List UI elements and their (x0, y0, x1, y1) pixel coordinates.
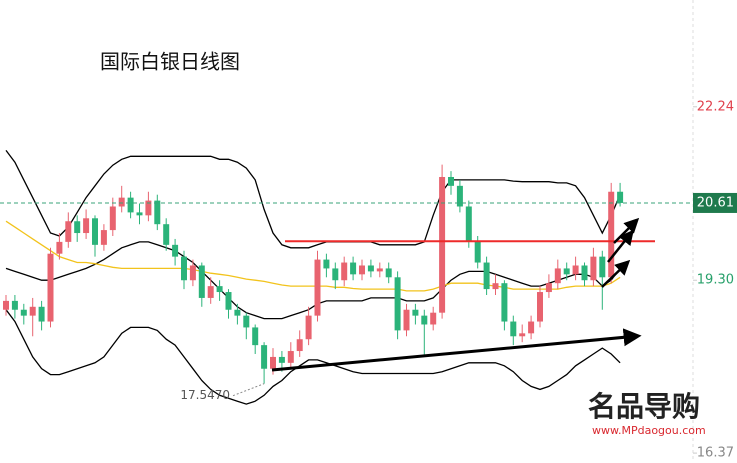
candle-body (287, 351, 294, 363)
candle-body (278, 356, 285, 363)
candle-body (572, 265, 579, 275)
candle-body (465, 206, 472, 242)
candle-body (350, 262, 357, 275)
candle-body (92, 218, 98, 245)
candle-body (537, 292, 543, 322)
candle-body (136, 212, 143, 216)
candle-body (207, 286, 214, 298)
candle-body (430, 312, 437, 325)
last-price-box (693, 192, 737, 213)
last-price-label: 20.61 (697, 195, 734, 210)
candle-body (394, 277, 401, 331)
candle-body (376, 268, 383, 272)
up-arrow (607, 229, 634, 263)
overlay-line (5, 150, 621, 249)
up-arrow (613, 217, 640, 244)
candle-body (545, 283, 552, 293)
candle-body (323, 259, 330, 269)
candle-body (11, 300, 18, 310)
candle-body (38, 306, 45, 322)
candle-body (296, 339, 303, 352)
candle-body (483, 262, 490, 290)
candle-body (20, 309, 27, 316)
candle-body (216, 286, 223, 293)
candle-body (608, 191, 615, 278)
low-annotation: 17.5470 (180, 388, 230, 402)
candle-body (385, 268, 392, 278)
candle-body (198, 265, 205, 298)
candle-body (56, 241, 63, 254)
candle-body (510, 321, 517, 337)
candle-body (243, 315, 250, 328)
watermark-url: www.MPdaogou.com (592, 424, 706, 437)
candle-body (563, 268, 570, 275)
candle-body (492, 283, 499, 290)
candle-body (314, 259, 321, 316)
overlay-line (5, 241, 621, 320)
y-tick-label: 16.37 (697, 446, 734, 459)
candle-body (332, 268, 339, 281)
candle-body (261, 345, 268, 369)
candle-body (109, 206, 116, 231)
candle-body (617, 191, 624, 203)
candle-body (341, 262, 348, 281)
candle-body (421, 315, 428, 325)
candle-body (74, 221, 81, 234)
chart-title: 国际白银日线图 (100, 50, 240, 74)
candle-body (439, 176, 446, 313)
candle-body (127, 197, 134, 213)
candle-body (581, 265, 588, 281)
watermark-logo: 名品导购 (588, 390, 700, 423)
candle-body (403, 309, 410, 331)
candle-body (29, 306, 36, 316)
candle-body (599, 256, 606, 278)
candle-body (118, 197, 125, 207)
candle-body (305, 315, 312, 340)
candle-body (590, 256, 597, 281)
y-tick-label: 19.30 (697, 273, 734, 288)
candle-body (181, 256, 187, 281)
candle-body (154, 200, 161, 225)
plot-area (3, 150, 655, 405)
candle-body (448, 176, 454, 186)
candle-body (252, 327, 259, 346)
candle-body (3, 300, 9, 310)
candle-body (234, 309, 241, 316)
trend-arrow (271, 328, 642, 372)
overlay-line (5, 309, 621, 405)
candle-body (65, 221, 72, 242)
candle-body (225, 292, 232, 310)
candle-body (367, 265, 374, 272)
low-leader (232, 383, 265, 397)
candle-body (528, 321, 535, 334)
candle-body (163, 224, 170, 245)
candle-body (172, 244, 179, 257)
candle-body (270, 356, 276, 369)
candle-body (519, 333, 526, 337)
candle-body (456, 185, 463, 207)
y-tick-label: 22.24 (697, 99, 734, 114)
overlay-line (5, 220, 621, 292)
candle-body (100, 230, 107, 245)
candle-body (501, 283, 508, 322)
candle-body (412, 309, 419, 316)
candle-body (359, 265, 365, 275)
candle-body (145, 200, 152, 216)
up-arrow (601, 259, 631, 288)
candle-body (83, 218, 90, 234)
candle-body (47, 253, 54, 322)
candle-body (474, 241, 481, 263)
candle-body (189, 265, 196, 281)
candle-body (554, 268, 561, 284)
